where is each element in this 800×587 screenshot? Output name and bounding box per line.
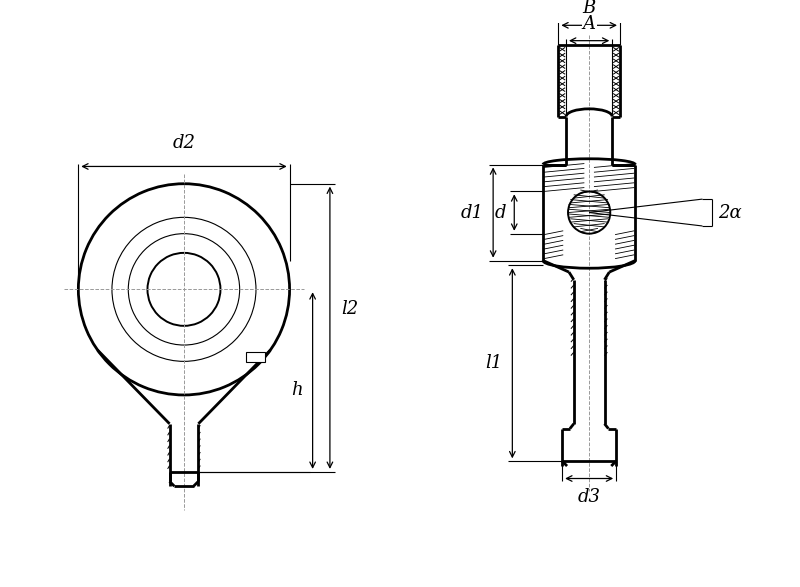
Text: l2: l2 <box>342 299 358 318</box>
Text: A: A <box>582 15 596 33</box>
Polygon shape <box>246 352 266 362</box>
Text: d: d <box>495 204 506 221</box>
Text: d3: d3 <box>578 488 601 506</box>
Text: B: B <box>582 0 596 16</box>
Text: 2α: 2α <box>718 204 742 221</box>
Text: d2: d2 <box>173 134 195 152</box>
Text: l1: l1 <box>486 355 502 372</box>
Text: d1: d1 <box>461 204 483 221</box>
Text: h: h <box>291 381 303 399</box>
